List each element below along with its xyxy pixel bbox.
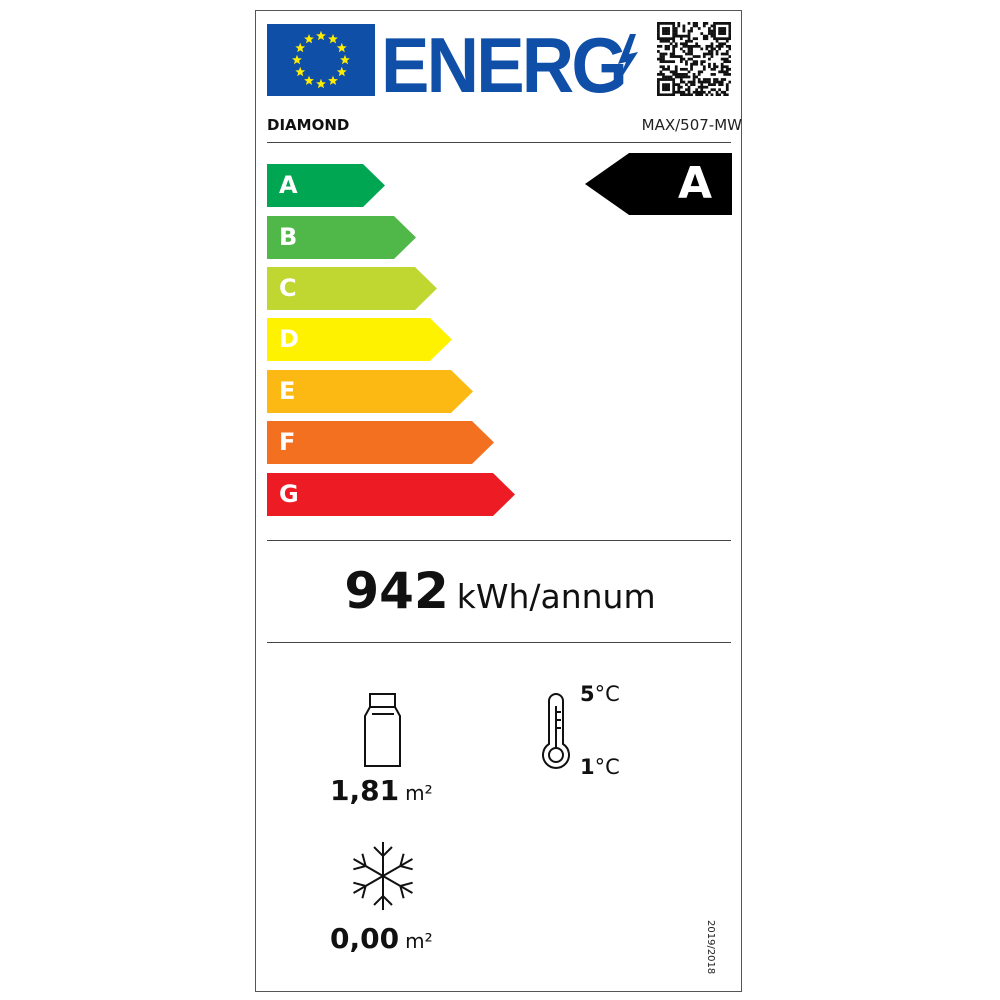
chiller-cabinet-icon <box>364 693 401 767</box>
display-area-value: 1,81 <box>330 774 400 807</box>
max-temperature: 5°C <box>580 682 620 706</box>
divider <box>267 142 731 143</box>
snowflake-icon <box>350 842 416 911</box>
energy-label <box>255 10 742 992</box>
qr-code-icon <box>657 22 731 96</box>
energy-consumption: 942 kWh/annum <box>0 562 1000 620</box>
eu-star-icon <box>304 75 314 85</box>
regulation-number: 2019/2018 <box>705 920 716 975</box>
scale-bar-e: E <box>267 370 473 413</box>
temp-unit: °C <box>594 682 620 706</box>
eu-star-icon <box>336 66 347 77</box>
supplier-name: DIAMOND <box>267 116 350 134</box>
scale-bar-f: F <box>267 421 494 464</box>
min-temp-value: 1 <box>580 755 595 779</box>
energy-logo-text: ENERG <box>381 21 628 109</box>
scale-bar-b: B <box>267 216 416 259</box>
eu-star-icon <box>328 34 338 44</box>
eu-flag-icon <box>267 24 375 96</box>
eu-star-icon <box>340 54 350 65</box>
eu-star-icon <box>292 54 302 65</box>
eu-star-icon <box>328 75 338 85</box>
divider <box>267 642 731 643</box>
eu-star-icon <box>295 66 306 77</box>
scale-bar-c: C <box>267 267 437 310</box>
scale-bar-g: G <box>267 473 515 516</box>
eu-star-icon <box>295 42 306 53</box>
frozen-area-value: 0,00 <box>330 922 400 955</box>
frozen-area-unit: m² <box>405 929 433 953</box>
min-temperature: 1°C <box>580 755 620 779</box>
display-area: 1,81 m² <box>330 774 433 807</box>
display-area-unit: m² <box>405 781 433 805</box>
consumption-value: 942 <box>344 562 449 620</box>
frozen-area: 0,00 m² <box>330 922 433 955</box>
eu-star-icon <box>336 42 347 53</box>
model-identifier: MAX/507-MW <box>641 116 742 134</box>
consumption-unit: kWh/annum <box>456 577 656 616</box>
eu-star-icon <box>304 34 314 44</box>
scale-bar-a: A <box>267 164 385 207</box>
thermometer-icon <box>542 693 570 769</box>
eu-star-icon <box>316 30 326 41</box>
temp-unit: °C <box>594 755 620 779</box>
max-temp-value: 5 <box>580 682 595 706</box>
scale-bar-d: D <box>267 318 452 361</box>
lightning-icon <box>616 34 638 86</box>
divider <box>267 540 731 541</box>
eu-star-icon <box>316 78 326 89</box>
